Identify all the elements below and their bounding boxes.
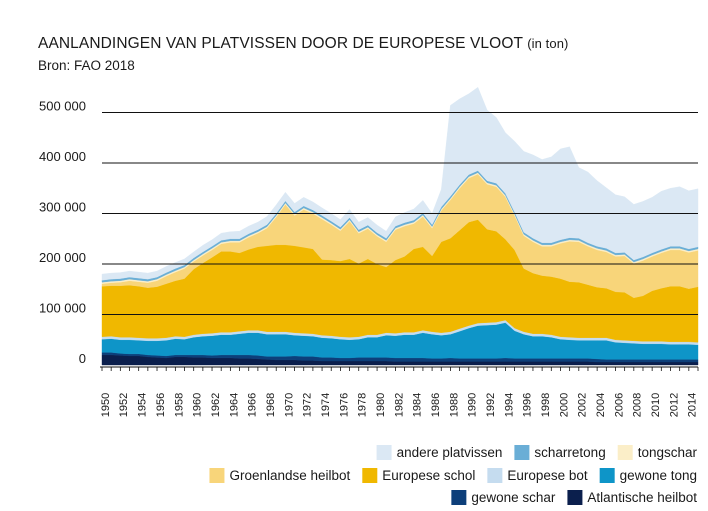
x-tick-label: 1992 — [485, 393, 497, 417]
x-tick-label: 1956 — [155, 393, 167, 417]
x-tick-label: 1982 — [393, 393, 405, 417]
y-tick-label: 100 000 — [39, 301, 86, 316]
x-tick-label: 1962 — [210, 393, 222, 417]
x-tick-label: 1968 — [265, 393, 277, 417]
x-tick-label: 1960 — [192, 393, 204, 417]
x-tick-label: 2010 — [650, 393, 662, 417]
legend-swatch-tongschar — [617, 445, 633, 460]
legend-label-groenlandse-heilbot: Groenlandse heilbot — [229, 468, 350, 483]
x-tick-label: 1964 — [228, 393, 240, 417]
x-tick-label: 2004 — [595, 393, 607, 417]
x-tick-label: 1966 — [247, 393, 259, 417]
legend-swatch-andere-platvissen — [376, 445, 392, 460]
y-axis-labels: 0 100 000 200 000 300 000 400 000 500 000 — [39, 99, 86, 367]
x-tick-label: 1974 — [320, 393, 332, 417]
x-tick-label: 2006 — [613, 393, 625, 417]
x-tick-label: 1952 — [118, 393, 130, 417]
x-tick-label: 1988 — [448, 393, 460, 417]
legend-swatch-gewone-tong — [599, 468, 615, 483]
legend-swatch-gewone-schar — [451, 490, 467, 505]
legend-label-gewone-tong: gewone tong — [620, 468, 697, 483]
gridlines — [102, 112, 698, 315]
legend-label-europese-schol: Europese schol — [382, 468, 475, 483]
x-tick-label: 2002 — [577, 393, 589, 417]
x-tick-label: 1976 — [338, 393, 350, 417]
legend-label-scharretong: scharretong — [534, 445, 605, 460]
x-tick-label: 1954 — [137, 393, 149, 417]
legend: tongschar scharretong andere platvissen gew… — [209, 445, 697, 505]
x-tick-label: 1998 — [540, 393, 552, 417]
legend-label-andere-platvissen: andere platvissen — [397, 445, 503, 460]
legend-swatch-atlantische-heilbot — [567, 490, 583, 505]
legend-swatch-groenlandse-heilbot — [209, 468, 225, 483]
area-andere-platvissen — [101, 86, 699, 281]
x-tick-label: 1950 — [100, 393, 112, 417]
legend-swatch-europese-bot — [487, 468, 503, 483]
legend-label-atlantische-heilbot: Atlantische heilbot — [587, 490, 697, 505]
legend-label-gewone-schar: gewone schar — [471, 490, 556, 505]
y-tick-label: 400 000 — [39, 149, 86, 164]
x-tick-label: 1984 — [412, 393, 424, 417]
x-tick-label: 2014 — [687, 393, 699, 417]
x-tick-label: 2012 — [668, 393, 680, 417]
chart-title-unit: (in ton) — [527, 36, 569, 51]
x-tick-label: 1990 — [467, 393, 479, 417]
chart-title: AANLANDINGEN VAN PLATVISSEN DOOR DE EURO… — [38, 35, 568, 53]
x-tick-label: 1980 — [375, 393, 387, 417]
legend-swatch-europese-schol — [362, 468, 378, 483]
x-tick-label: 2000 — [558, 393, 570, 417]
y-tick-label: 500 000 — [39, 99, 86, 114]
x-tick-label: 1994 — [503, 393, 515, 417]
y-tick-label: 0 — [79, 351, 86, 366]
chart-source: Bron: FAO 2018 — [38, 58, 135, 73]
legend-swatch-scharretong — [514, 445, 530, 460]
chart-title-text: AANLANDINGEN VAN PLATVISSEN DOOR DE EURO… — [38, 35, 523, 52]
x-tick-label: 1978 — [357, 393, 369, 417]
x-tick-label: 1972 — [302, 393, 314, 417]
legend-label-europese-bot: Europese bot — [507, 468, 588, 483]
x-tick-label: 1958 — [173, 393, 185, 417]
y-tick-label: 300 000 — [39, 200, 86, 215]
x-tick-label: 1970 — [283, 393, 295, 417]
x-tick-label: 2008 — [632, 393, 644, 417]
legend-label-tongschar: tongschar — [638, 445, 698, 460]
y-tick-label: 200 000 — [39, 250, 86, 265]
area-series-group — [101, 86, 699, 366]
x-tick-label: 1986 — [430, 393, 442, 417]
x-axis-ticks: 1950 1952 1954 1956 1958 1960 1962 1964 1966 1968… — [100, 367, 699, 417]
x-tick-label: 1996 — [522, 393, 534, 417]
